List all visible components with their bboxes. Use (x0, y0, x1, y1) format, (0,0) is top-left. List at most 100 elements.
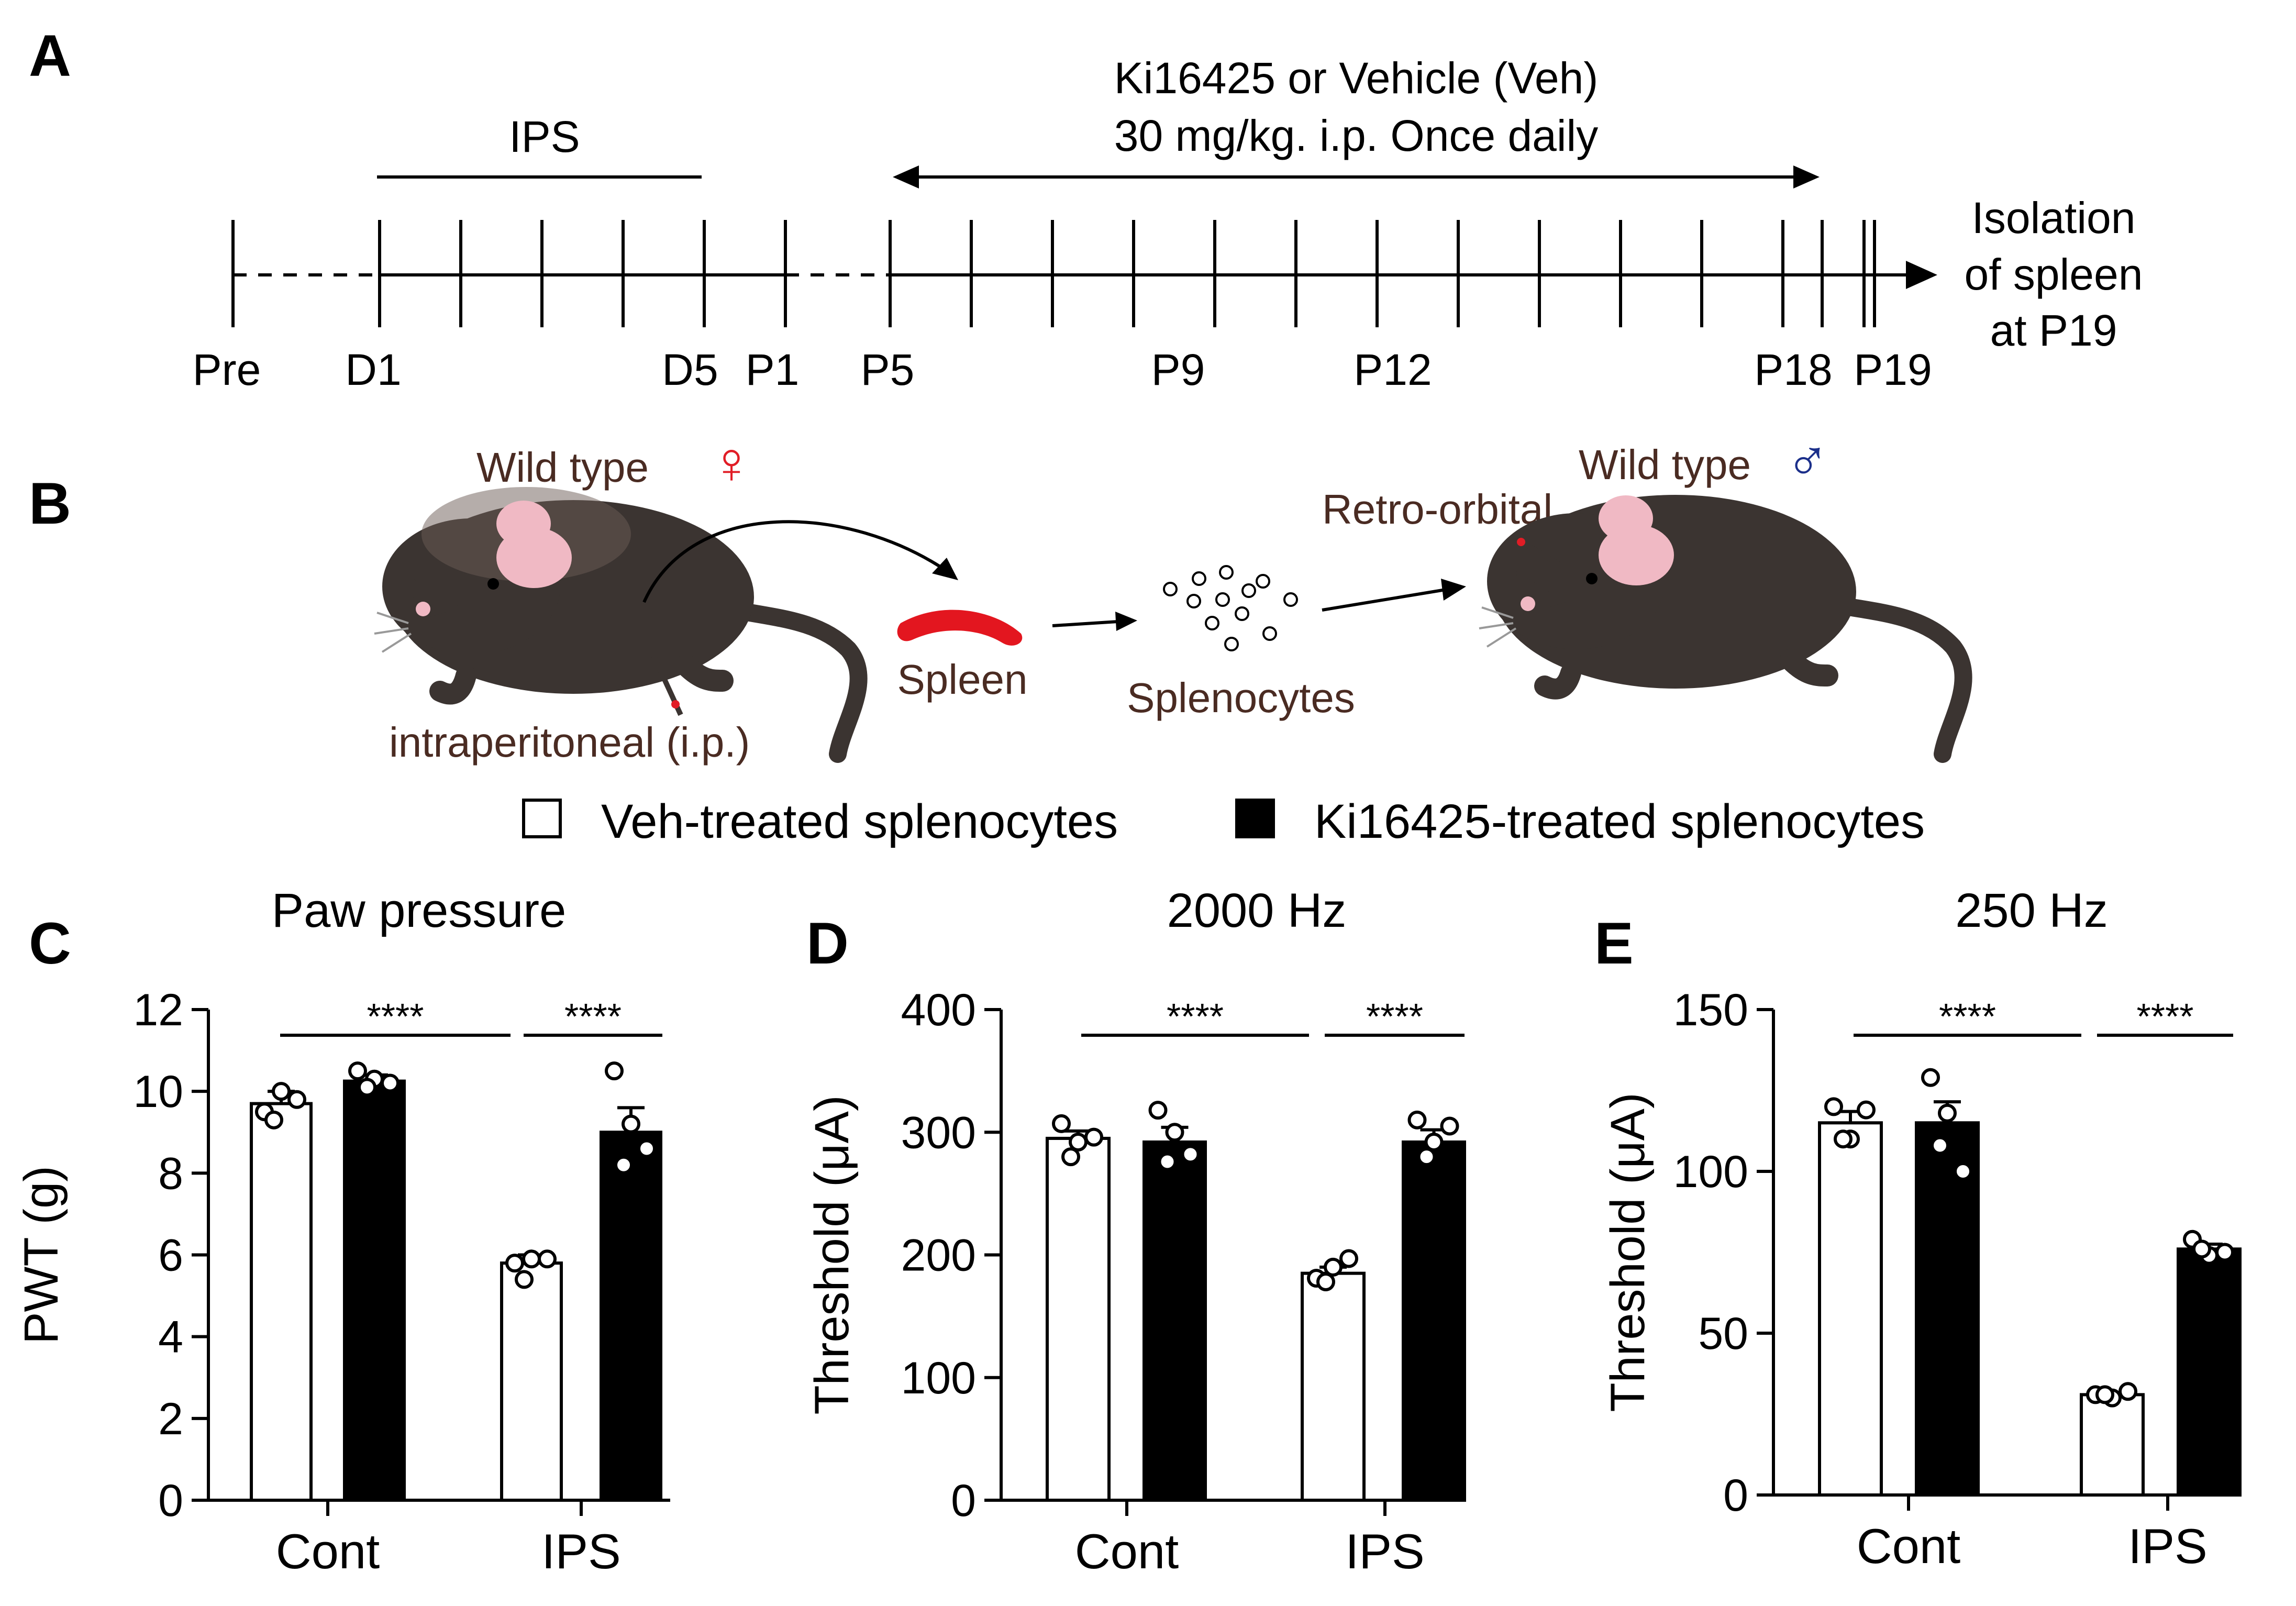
timeline-arrowhead (1906, 261, 1937, 289)
significance-stars: **** (564, 996, 622, 1037)
y-tick-label: 2 (158, 1394, 183, 1444)
y-tick-label: 100 (901, 1353, 977, 1403)
ips-label: IPS (509, 112, 580, 161)
significance-stars: **** (1939, 996, 1996, 1037)
splenocytes-label: Splenocytes (1127, 674, 1355, 721)
isolation-line1: Isolation (1972, 193, 2136, 242)
tick-label-p5: P5 (861, 345, 915, 394)
data-point (1339, 1249, 1358, 1268)
data-point (358, 1078, 376, 1097)
significance-stars: **** (1366, 996, 1423, 1037)
bar-vehicle (1818, 1121, 1883, 1497)
treatment-double-arrow (893, 165, 1820, 189)
y-tick-label: 4 (158, 1312, 183, 1363)
data-point (505, 1254, 524, 1273)
x-category-label: IPS (1345, 1524, 1425, 1579)
legend-swatch-ki (1235, 799, 1275, 838)
legend: Veh-treated splenocytes Ki16425-treated … (522, 795, 1925, 848)
recipient-mouse-illustration (1479, 495, 1972, 763)
donor-mouse-illustration (374, 487, 868, 763)
chart-paw-pressure: Paw pressure PWT (g) 0 2 4 6 8 10 12 Cont IPS **** *… (15, 884, 670, 1579)
data-point (1165, 1123, 1184, 1142)
x-category-label: IPS (541, 1524, 621, 1579)
data-point (622, 1114, 640, 1134)
bar-vehicle (1301, 1271, 1366, 1502)
bar-vehicle (500, 1261, 563, 1502)
data-point (1931, 1136, 1949, 1155)
bar-ki16425 (1402, 1140, 1466, 1502)
y-tick-label: 10 (133, 1067, 183, 1117)
tick-label-d1: D1 (345, 345, 401, 394)
bar-ki16425 (1143, 1140, 1207, 1502)
bar-vehicle (250, 1102, 313, 1502)
chart-250hz: 250 Hz Threshold (μA) 0 50 100 150 Cont IPS ****… (1601, 884, 2242, 1574)
treatment-dose: 30 mg/kg. i.p. Once daily (1114, 111, 1598, 160)
significance-stars: **** (1167, 996, 1224, 1037)
data-point (538, 1249, 557, 1269)
data-point (1424, 1132, 1444, 1151)
data-point (637, 1139, 656, 1158)
panel-label-b: B (29, 471, 71, 536)
injection-syringe-ip (649, 650, 683, 716)
female-symbol: ♀ (709, 430, 753, 495)
y-axis-label: Threshold (μA) (1601, 1092, 1655, 1412)
tick-label-p18: P18 (1754, 345, 1832, 394)
y-tick-label: 0 (1723, 1470, 1748, 1521)
x-category-label: Cont (1075, 1524, 1179, 1579)
y-tick-label: 300 (901, 1107, 977, 1158)
data-point (1440, 1116, 1459, 1136)
panel-label-d: D (806, 911, 849, 976)
bar-ki16425 (600, 1131, 662, 1502)
data-point (1148, 1101, 1168, 1120)
arrow-to-recipient (1322, 589, 1443, 612)
data-point (515, 1270, 534, 1289)
bar-ki16425 (2177, 1247, 2242, 1497)
data-point (264, 1110, 283, 1129)
data-point (272, 1082, 291, 1101)
chart-2000hz: 2000 Hz Threshold (μA) 0 100 200 300 400 Cont IP… (805, 884, 1466, 1579)
splenocytes-icon (1163, 565, 1298, 651)
transfer-arrow-curved (642, 520, 951, 603)
isolation-line3: at P19 (1990, 306, 2117, 355)
tick-label-d5: D5 (662, 345, 718, 394)
data-point (1954, 1162, 1972, 1181)
timeline-axis (233, 261, 1937, 289)
data-point (1921, 1068, 1940, 1087)
data-point (1407, 1110, 1427, 1129)
chart-title: Paw pressure (272, 884, 566, 937)
y-tick-label: 50 (1698, 1309, 1748, 1359)
panel-label-c: C (29, 911, 71, 976)
y-tick-label: 8 (158, 1148, 183, 1199)
y-axis-label: Threshold (μA) (805, 1095, 859, 1414)
data-point (1084, 1127, 1103, 1147)
tick-label-p9: P9 (1151, 345, 1205, 394)
data-point (1824, 1097, 1843, 1116)
y-tick-label: 0 (158, 1476, 183, 1526)
y-tick-label: 400 (901, 985, 977, 1035)
data-point (1324, 1257, 1343, 1277)
data-point (2215, 1243, 2234, 1262)
legend-label-ki: Ki16425-treated splenocytes (1314, 795, 1925, 848)
y-axis-label: PWT (g) (15, 1166, 68, 1344)
bar-vehicle (2080, 1393, 2145, 1497)
donor-label: Wild type (476, 444, 649, 491)
bar-ki16425 (343, 1079, 406, 1502)
arrow-to-splenocytes (1052, 620, 1118, 627)
y-tick-label: 100 (1673, 1147, 1749, 1197)
data-point (1857, 1100, 1876, 1120)
data-point (381, 1073, 400, 1093)
data-point (1158, 1152, 1177, 1171)
timeline-ticks (231, 220, 1876, 327)
injection-syringe-ro (1514, 536, 1567, 571)
chart-title: 250 Hz (1955, 884, 2108, 937)
treatment-title: Ki16425 or Vehicle (Veh) (1114, 53, 1599, 103)
y-tick-label: 200 (901, 1231, 977, 1281)
data-point (287, 1090, 306, 1109)
bar-vehicle (1046, 1136, 1111, 1502)
significance-stars: **** (2137, 996, 2194, 1037)
male-symbol: ♂ (1785, 428, 1829, 493)
data-point (1417, 1147, 1436, 1167)
panel-b: B Wild type ♀ intraperitoneal (i.p.) S (29, 428, 1972, 766)
spleen-icon (897, 610, 1023, 646)
